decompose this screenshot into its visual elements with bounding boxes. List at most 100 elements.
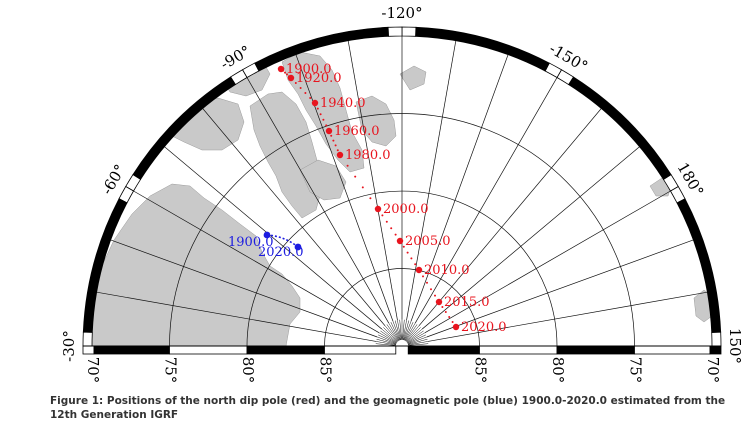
dip-pole-track-dot	[385, 220, 388, 223]
dip-pole-track-dot	[402, 245, 405, 248]
geomagnetic-pole-label: 1900.0	[228, 235, 274, 250]
longitude-label: -120°	[381, 4, 422, 22]
dip-pole-track-dot	[394, 233, 397, 236]
meridian-line-inner	[402, 319, 405, 340]
dip-pole-label: 1960.0	[334, 124, 380, 139]
dip-pole-track-dot	[299, 87, 302, 89]
meridian-line-inner	[383, 327, 398, 342]
dip-pole-track-dot	[319, 113, 322, 116]
frame-baseline-segment	[324, 345, 397, 355]
latitude-label: 70°	[704, 357, 722, 384]
latitude-label: 85°	[472, 357, 490, 384]
frame-baseline-segment	[246, 345, 325, 355]
meridian-line-inner	[408, 341, 428, 346]
latitude-label: 75°	[162, 357, 180, 384]
dip-pole-point	[415, 266, 423, 274]
meridian-line-inner	[388, 323, 400, 341]
longitude-label: 150°	[726, 328, 744, 364]
dip-pole-track-dot	[381, 214, 384, 217]
dip-pole-track-dot	[354, 175, 357, 178]
dip-pole-label: 1980.0	[345, 148, 391, 163]
frame-baseline-segment	[479, 345, 558, 355]
meridian-line-inner	[376, 338, 397, 345]
meridian-line-inner	[406, 328, 423, 343]
dip-pole-label: 2015.0	[444, 295, 490, 310]
dip-pole-label: 2010.0	[424, 263, 470, 278]
dip-pole-track-dot	[444, 311, 447, 313]
dip-pole-track-dot	[434, 294, 436, 297]
meridian-line	[427, 291, 708, 342]
dip-pole-point	[452, 323, 460, 331]
meridian-line-inner	[405, 324, 418, 342]
arctic-archipelago-north	[281, 51, 365, 173]
meridian-line-inner	[406, 327, 421, 342]
dip-pole-track-dot	[430, 288, 432, 291]
meridian-line-inner	[407, 332, 425, 344]
dip-pole-track-dot	[304, 92, 307, 94]
meridian-line	[164, 146, 383, 330]
latitude-labels: 70° 75° 80° 85° 85° 80° 75° 70°	[84, 357, 722, 384]
map-frame-border	[82, 26, 722, 355]
geomagnetic-pole-point	[263, 231, 271, 239]
dip-pole-track-dot	[361, 186, 364, 189]
frame-baseline-segment	[556, 345, 635, 355]
dip-pole-label: 2020.0	[461, 320, 507, 335]
meridian-line	[246, 77, 390, 324]
geomagnetic-pole-point	[294, 243, 302, 251]
meridian-line	[295, 54, 394, 322]
dip-pole-label: 1940.0	[320, 96, 366, 111]
meridian-line	[414, 77, 558, 324]
dip-pole-track-dot	[390, 227, 393, 230]
meridian-line-inner	[406, 330, 424, 343]
meridian-line-inner	[380, 330, 398, 343]
graticule	[92, 36, 712, 347]
meridian-line-inner	[407, 334, 426, 344]
dip-pole-point	[374, 205, 382, 213]
frame-baseline-segment	[709, 345, 722, 355]
frame-baseline-segment	[169, 345, 248, 355]
dip-pole-label: 2005.0	[405, 234, 451, 249]
latitude-label: 85°	[317, 357, 335, 384]
dip-pole-point	[396, 237, 404, 245]
dip-pole-track-dot	[410, 257, 413, 260]
dip-pole-point	[277, 65, 285, 73]
meridian-line	[410, 54, 509, 322]
meridian-line-inner	[405, 325, 420, 342]
meridian-line	[418, 108, 602, 327]
dip-pole-track-dot	[309, 97, 312, 99]
dip-pole-track-dot	[426, 281, 428, 284]
meridian-line-inner	[390, 322, 400, 341]
dip-pole-point	[336, 151, 344, 159]
dip-pole-point	[435, 298, 443, 306]
frame-baseline-segment	[93, 345, 170, 355]
longitude-label: -30°	[60, 330, 78, 362]
meridian-line	[421, 146, 640, 330]
geomagnetic-pole-track	[266, 234, 299, 248]
dip-pole-track-dot	[448, 316, 451, 318]
meridian-line-inner	[381, 328, 398, 343]
meridian-line	[110, 239, 378, 338]
meridian-line-inner	[392, 321, 401, 341]
frame-segment	[401, 26, 417, 37]
svalbard-fragment	[693, 289, 712, 323]
latitude-label: 80°	[549, 357, 567, 384]
dip-pole-track-dot	[284, 71, 286, 74]
meridian-line-inner	[407, 336, 427, 345]
meridian-line-inner	[394, 320, 401, 341]
dip-pole-track-dot	[406, 251, 409, 254]
greenland-landmass	[92, 183, 301, 346]
meridian-line-inner	[397, 320, 402, 340]
meridian-line	[406, 40, 457, 321]
dip-pole-track-dot	[286, 73, 288, 76]
ellesmere-island	[249, 91, 323, 219]
latitude-label: 70°	[84, 357, 102, 384]
dip-pole-track-dot	[369, 197, 372, 200]
frame-baseline-segment	[634, 345, 711, 355]
dip-pole-track-dot	[441, 306, 444, 308]
meridian-line-inner	[404, 322, 414, 341]
frame-segment	[82, 331, 93, 347]
meridian-line-inner	[399, 319, 402, 340]
meridian-line-inner	[375, 343, 396, 346]
meridian-line-inner	[376, 341, 396, 346]
